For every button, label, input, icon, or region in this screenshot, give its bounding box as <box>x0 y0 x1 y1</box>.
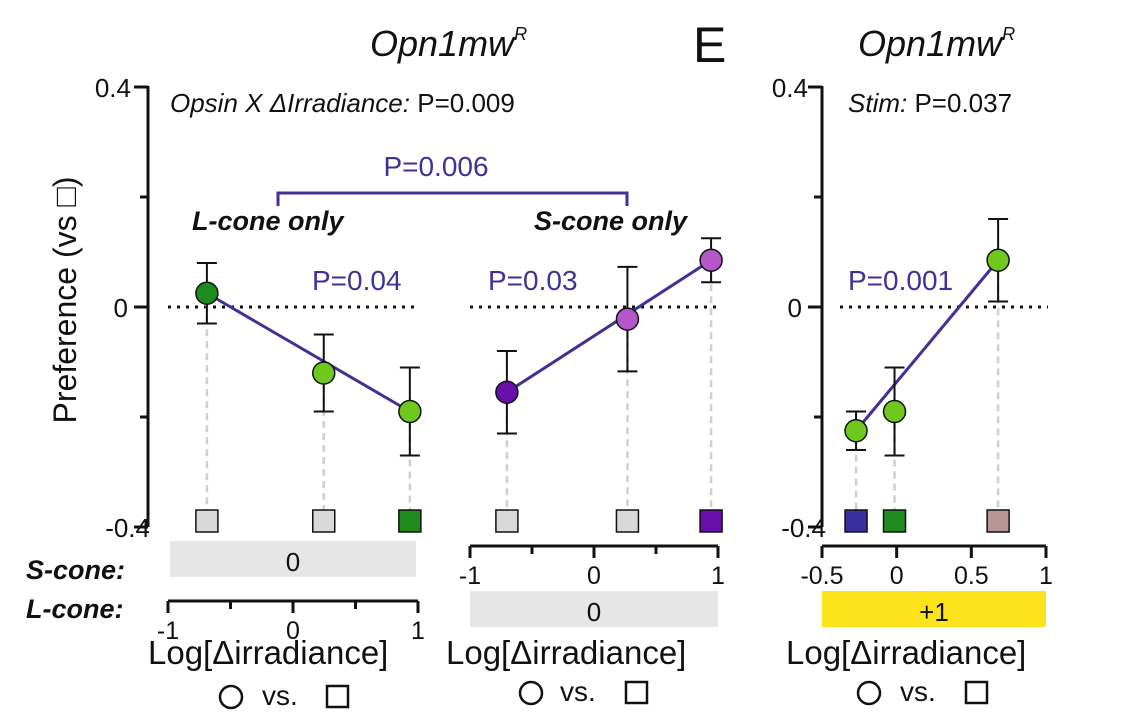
data-point-stim-0 <box>844 419 868 443</box>
y-tick-label-right-bottom: -0.4 <box>781 513 826 543</box>
x-axis-right-tick-label-1: 0 <box>890 562 904 590</box>
trend-line-s-cone <box>506 258 712 394</box>
stim-bar-right-value: +1 <box>919 597 949 627</box>
data-point-s-cone-2 <box>699 248 723 272</box>
hollow-circle-icon <box>218 684 244 710</box>
stimulus-square-l-cone-2 <box>398 509 422 533</box>
data-point-s-cone-0 <box>495 380 519 404</box>
trend-p-s-cone: P=0.03 <box>488 265 578 296</box>
stimulus-square-stim-0 <box>844 509 868 533</box>
data-point-stim-2 <box>986 248 1010 272</box>
x-label-middle: Log[Δirradiance] <box>446 634 686 671</box>
row-label-l-cone: L-cone: <box>26 594 124 624</box>
x-axis-left-tick-label-1: 0 <box>286 617 300 645</box>
comparison-bracket <box>276 191 629 206</box>
x-axis-middle-tick-label-1: 0 <box>587 562 601 590</box>
stimulus-square-l-cone-0 <box>195 509 219 533</box>
title-right-sup: R <box>1002 24 1015 44</box>
trend-p-l-cone: P=0.04 <box>312 265 402 296</box>
hollow-square-icon <box>964 680 989 705</box>
x-axis-middle-tick-label-0: -1 <box>459 562 481 590</box>
vs-text: vs. <box>900 676 936 707</box>
x-axis-left-tick-label-2: 1 <box>411 617 425 645</box>
stim-bar-right <box>822 591 1046 627</box>
s-cone-bar-left <box>170 541 416 577</box>
x-axis-middle-tick-label-2: 1 <box>711 562 725 590</box>
hollow-circle-icon <box>518 680 544 706</box>
bracket-p-value: P=0.006 <box>383 151 488 182</box>
x-axis-right-tick-label-0: -0.5 <box>800 562 843 590</box>
vs-text: vs. <box>560 676 596 707</box>
vs-text: vs. <box>262 680 298 711</box>
stimulus-square-l-cone-1 <box>312 509 336 533</box>
title-right: Opn1mwR <box>858 23 1015 64</box>
hollow-square-icon <box>624 680 649 705</box>
stimulus-square-s-cone-1 <box>615 509 640 533</box>
stimulus-square-stim-2 <box>986 509 1010 533</box>
x-label-right: Log[Δirradiance] <box>786 634 1026 671</box>
circle-vs-square-left: vs. <box>218 680 350 711</box>
s-cone-bar-left-value: 0 <box>286 547 300 577</box>
hollow-square-icon <box>325 684 350 709</box>
stimulus-square-stim-1 <box>882 509 907 533</box>
stimulus-square-s-cone-0 <box>495 509 519 533</box>
group-label-l-cone: L-cone only <box>192 206 345 236</box>
x-axis-right-tick-label-3: 1 <box>1039 562 1053 590</box>
l-cone-bar-middle-value: 0 <box>587 597 601 627</box>
circle-vs-square-right: vs. <box>856 676 989 707</box>
y-tick-label-right-top: 0.4 <box>772 73 808 103</box>
circle-vs-square-middle: vs. <box>518 676 649 707</box>
trend-p-stim: P=0.001 <box>848 265 953 296</box>
y-tick-label-left-top: 0.4 <box>95 73 131 103</box>
stimulus-square-s-cone-2 <box>699 509 723 533</box>
group-label-s-cone: S-cone only <box>534 206 689 236</box>
x-axis-right-tick-label-2: 0.5 <box>954 562 989 590</box>
data-point-l-cone-2 <box>398 399 422 424</box>
hollow-circle-icon <box>856 680 882 706</box>
title-left: Opn1mwR <box>370 23 527 64</box>
trend-line-l-cone <box>206 291 411 413</box>
y-tick-label-left-zero: 0 <box>114 293 128 323</box>
y-axis-label: Preference (vs □) <box>47 177 83 424</box>
data-point-s-cone-1 <box>615 307 640 331</box>
panel-letter: E <box>693 17 726 73</box>
stim-annotation: Stim: P=0.037 <box>848 88 1012 118</box>
x-axis-left-tick-label-0: -1 <box>157 617 179 645</box>
interaction-annotation: Opsin X ΔIrradiance: P=0.009 <box>170 88 515 118</box>
y-tick-label-left-bottom: -0.4 <box>105 513 150 543</box>
data-point-l-cone-1 <box>312 361 336 385</box>
l-cone-bar-middle <box>470 591 718 627</box>
data-point-stim-1 <box>882 399 907 424</box>
trend-line-stim <box>854 259 1000 432</box>
title-left-sup: R <box>514 24 527 44</box>
data-point-l-cone-0 <box>195 281 219 305</box>
x-label-left: Log[Δirradiance] <box>148 634 388 671</box>
y-tick-label-right-zero: 0 <box>788 293 802 323</box>
row-label-s-cone: S-cone: <box>26 555 125 585</box>
